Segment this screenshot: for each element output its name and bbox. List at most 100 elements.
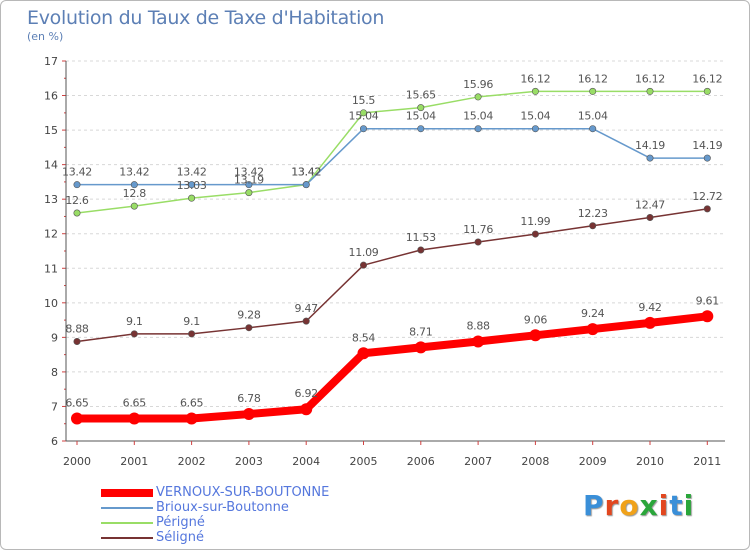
y-tick-label: 13: [44, 193, 58, 206]
logo-letter: o: [619, 489, 640, 522]
data-label: 9.1: [183, 315, 200, 328]
data-label: 9.61: [696, 294, 719, 307]
data-point: [130, 181, 138, 189]
data-point: [417, 104, 425, 112]
data-label: 9.1: [126, 315, 143, 328]
x-tick-label: 2009: [579, 455, 607, 468]
data-label: 12.6: [65, 194, 89, 207]
data-point: [703, 205, 711, 213]
x-tick-label: 2000: [63, 455, 91, 468]
x-tick-label: 2008: [521, 455, 549, 468]
data-point: [589, 222, 597, 230]
data-point: [531, 87, 539, 95]
y-tick-label: 14: [44, 159, 58, 172]
data-point: [245, 189, 253, 197]
data-point: [417, 125, 425, 133]
data-point: [302, 181, 310, 189]
data-label: 9.24: [581, 307, 605, 320]
data-label: 16.12: [578, 72, 608, 85]
data-point: [646, 87, 654, 95]
y-tick-label: 16: [44, 90, 58, 103]
data-label: 8.88: [466, 320, 490, 333]
series-line-0: [77, 312, 708, 423]
data-label: 12.72: [692, 190, 722, 203]
data-label: 9.42: [638, 301, 661, 314]
proxiti-logo: Proxiti: [583, 489, 694, 522]
data-label: 14.19: [692, 139, 722, 152]
data-label: 15.04: [463, 110, 493, 123]
data-label: 16.12: [692, 72, 722, 85]
data-point: [128, 412, 141, 425]
data-point: [531, 125, 539, 133]
x-tick-label: 2006: [407, 455, 435, 468]
data-label: 12.47: [635, 198, 665, 211]
data-label: 13.42: [177, 166, 207, 179]
data-point: [646, 154, 654, 162]
y-tick-label: 15: [44, 124, 58, 137]
chart-subtitle: (en %): [27, 30, 64, 43]
legend-label: Séligné: [156, 530, 204, 545]
data-label: 15.5: [352, 94, 376, 107]
data-label: 8.71: [409, 325, 432, 338]
y-tick-label: 7: [51, 400, 58, 413]
logo-letter: t: [669, 489, 684, 522]
data-point: [414, 341, 427, 354]
data-label: 15.04: [406, 110, 436, 123]
x-tick-label: 2010: [636, 455, 664, 468]
data-point: [357, 347, 370, 360]
data-point: [472, 335, 485, 348]
data-point: [359, 261, 367, 269]
data-label: 15.04: [349, 110, 379, 123]
data-label: 15.04: [578, 110, 608, 123]
data-point: [703, 87, 711, 95]
data-label: 13.42: [119, 166, 149, 179]
data-label: 6.65: [65, 397, 89, 410]
logo-letter: P: [583, 489, 605, 522]
data-label: 9.28: [237, 309, 261, 322]
data-label: 11.99: [520, 215, 550, 228]
data-point: [73, 209, 81, 217]
chart-title: Evolution du Taux de Taxe d'Habitation: [27, 7, 385, 29]
data-label: 11.09: [349, 246, 379, 259]
data-point: [130, 330, 138, 338]
y-tick-label: 9: [51, 331, 58, 344]
data-point: [701, 310, 714, 323]
x-tick-label: 2004: [292, 455, 320, 468]
data-label: 13.42: [62, 166, 92, 179]
legend-label: VERNOUX-SUR-BOUTONNE: [156, 485, 330, 500]
data-label: 6.92: [295, 387, 318, 400]
data-label: 15.04: [520, 110, 550, 123]
data-point: [646, 213, 654, 221]
data-label: 11.76: [463, 223, 493, 236]
y-tick-label: 10: [44, 297, 58, 310]
data-point: [586, 323, 599, 336]
x-tick-label: 2005: [350, 455, 378, 468]
data-point: [242, 408, 255, 421]
data-label: 16.12: [635, 72, 665, 85]
data-label: 13.42: [291, 166, 321, 179]
series-line-2: [76, 90, 708, 214]
data-point: [302, 317, 310, 325]
data-point: [300, 403, 313, 416]
y-tick-label: 11: [44, 262, 58, 275]
x-tick-label: 2003: [235, 455, 263, 468]
data-point: [185, 412, 198, 425]
data-label: 16.12: [520, 72, 550, 85]
data-point: [188, 181, 196, 189]
data-label: 8.88: [65, 323, 89, 336]
logo-letter: x: [639, 489, 659, 522]
x-tick-label: 2007: [464, 455, 492, 468]
data-label: 13.19: [234, 174, 264, 187]
data-label: 12.8: [123, 187, 147, 200]
data-label: 13.03: [177, 179, 207, 192]
data-label: 15.65: [406, 89, 436, 102]
logo-letter: r: [604, 489, 620, 522]
data-label: 6.65: [123, 397, 147, 410]
data-point: [359, 125, 367, 133]
legend-label: Brioux-sur-Boutonne: [156, 500, 289, 515]
data-point: [589, 125, 597, 133]
x-tick-label: 2001: [120, 455, 148, 468]
logo-letter: i: [658, 489, 670, 522]
data-point: [529, 329, 542, 342]
